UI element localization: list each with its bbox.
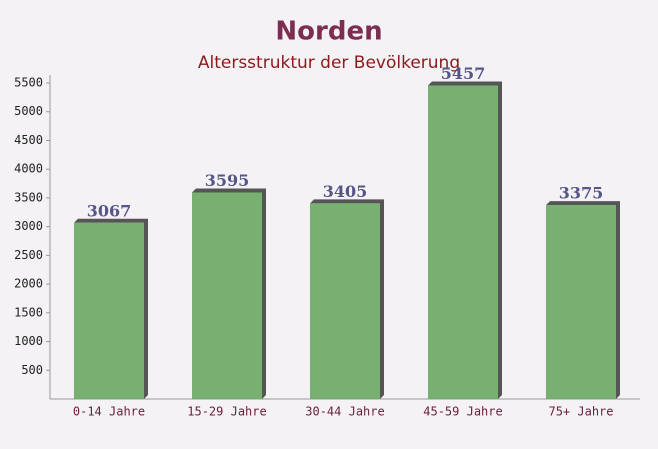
value-label: 3595: [205, 171, 250, 190]
y-tick-label: 3500: [14, 190, 43, 204]
bar: [546, 205, 616, 399]
y-tick-label: 500: [21, 363, 43, 377]
y-tick-label: 5000: [14, 104, 43, 118]
value-label: 3375: [559, 184, 604, 203]
x-tick-label: 75+ Jahre: [548, 405, 613, 419]
y-tick-label: 2000: [14, 277, 43, 291]
y-tick-label: 1000: [14, 334, 43, 348]
bar: [428, 85, 498, 399]
bar: [310, 203, 380, 399]
y-tick-label: 5500: [14, 76, 43, 90]
y-tick-label: 4000: [14, 162, 43, 176]
bar: [74, 222, 144, 399]
value-label: 5457: [441, 64, 486, 83]
x-tick-label: 0-14 Jahre: [73, 405, 145, 419]
x-tick-label: 15-29 Jahre: [187, 405, 266, 419]
y-tick-label: 2500: [14, 248, 43, 262]
x-tick-label: 30-44 Jahre: [305, 405, 384, 419]
value-label: 3067: [87, 201, 132, 220]
value-label: 3405: [323, 182, 368, 201]
y-tick-label: 3000: [14, 219, 43, 233]
bar: [192, 192, 262, 399]
x-tick-label: 45-59 Jahre: [423, 405, 502, 419]
chart-title: Norden: [275, 17, 382, 47]
chart-subtitle: Altersstruktur der Bevölkerung: [198, 53, 460, 73]
y-tick-label: 1500: [14, 305, 43, 319]
y-tick-label: 4500: [14, 133, 43, 147]
